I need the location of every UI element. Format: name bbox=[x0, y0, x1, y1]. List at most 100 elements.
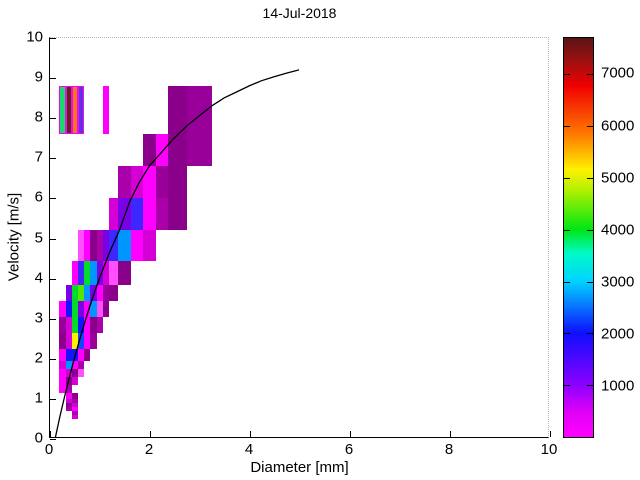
colorbar-tick-mark bbox=[587, 74, 593, 76]
heatmap-cell bbox=[143, 133, 156, 166]
y-tick-label: 9 bbox=[34, 68, 43, 86]
heatmap-cell bbox=[90, 301, 97, 318]
colorbar-tick-mark bbox=[564, 281, 570, 283]
plot-area bbox=[49, 37, 551, 440]
heatmap-cell bbox=[118, 165, 131, 198]
y-tick-label: 8 bbox=[34, 108, 43, 126]
heatmap-cell bbox=[65, 399, 72, 404]
heatmap-cell bbox=[59, 349, 66, 362]
heatmap-cell bbox=[102, 301, 110, 318]
heatmap-cell bbox=[77, 285, 85, 302]
y-tick-mark bbox=[50, 118, 56, 120]
colorbar-tick-label: 2000 bbox=[601, 325, 635, 343]
x-tick-label: 10 bbox=[540, 441, 558, 458]
y-tick-label: 10 bbox=[26, 28, 43, 46]
heatmap-cell bbox=[155, 197, 169, 230]
y-tick-mark bbox=[50, 398, 56, 400]
colorbar-tick-mark bbox=[564, 177, 570, 179]
heatmap-cell bbox=[65, 369, 72, 378]
y-tick-label: 4 bbox=[34, 269, 43, 287]
heatmap-cell bbox=[155, 165, 169, 198]
heatmap-cell bbox=[168, 133, 187, 166]
heatmap-cell bbox=[65, 403, 72, 408]
heatmap-cell bbox=[59, 317, 66, 334]
heatmap-cell bbox=[84, 261, 91, 286]
heatmap-cell bbox=[84, 349, 91, 362]
heatmap-cell bbox=[102, 285, 110, 302]
heatmap-cell bbox=[59, 369, 66, 378]
heatmap-cell bbox=[71, 285, 78, 302]
x-tick-label: 2 bbox=[144, 441, 154, 458]
colorbar-tick-mark bbox=[587, 229, 593, 231]
heatmap-cell bbox=[71, 301, 78, 318]
x-tick-mark bbox=[50, 431, 51, 437]
colorbar-tick-label: 3000 bbox=[601, 273, 635, 291]
colorbar-tick-mark bbox=[587, 281, 593, 283]
colorbar-tick-mark bbox=[587, 177, 593, 179]
heatmap-cell bbox=[143, 197, 156, 230]
heatmap-cell bbox=[90, 317, 97, 334]
heatmap-cell bbox=[59, 385, 66, 394]
heatmap-cell bbox=[77, 261, 85, 286]
heatmap-cell bbox=[90, 261, 97, 286]
colorbar-tick-label: 5000 bbox=[601, 169, 635, 187]
heatmap-cell bbox=[77, 333, 85, 350]
heatmap-cell bbox=[130, 229, 144, 262]
colorbar-tick-label: 6000 bbox=[601, 117, 635, 135]
heatmap-cell bbox=[130, 165, 144, 198]
heatmap-cell bbox=[77, 301, 85, 318]
heatmap-layer bbox=[50, 38, 548, 437]
heatmap-cell bbox=[71, 85, 78, 134]
y-tick-label: 5 bbox=[34, 229, 43, 246]
x-tick-label: 6 bbox=[344, 441, 354, 458]
heatmap-cell bbox=[155, 133, 169, 166]
heatmap-cell bbox=[65, 349, 72, 362]
heatmap-cell bbox=[96, 317, 103, 334]
heatmap-cell bbox=[71, 361, 78, 370]
heatmap-cell bbox=[118, 229, 131, 262]
colorbar-tick-mark bbox=[564, 229, 570, 231]
heatmap-cell bbox=[77, 349, 85, 362]
plot-title: 14-Jul-2018 bbox=[262, 5, 337, 21]
heatmap-cell bbox=[84, 285, 91, 302]
x-tick-mark bbox=[450, 431, 451, 437]
heatmap-cell bbox=[71, 261, 78, 286]
x-axis-label: Diameter [mm] bbox=[250, 459, 349, 476]
heatmap-cell bbox=[77, 85, 85, 134]
heatmap-cell bbox=[168, 197, 187, 230]
heatmap-cell bbox=[96, 301, 103, 318]
colorbar-tick-mark bbox=[564, 385, 570, 387]
heatmap-cell bbox=[59, 333, 66, 350]
heatmap-cell bbox=[96, 285, 103, 302]
heatmap-cell bbox=[77, 361, 85, 370]
colorbar-tick-label: 7000 bbox=[601, 64, 635, 82]
heatmap-cell bbox=[71, 369, 78, 378]
heatmap-cell bbox=[59, 301, 66, 318]
heatmap-cell bbox=[84, 301, 91, 318]
y-tick-mark bbox=[50, 78, 56, 80]
heatmap-cell bbox=[71, 415, 78, 420]
heatmap-cell bbox=[143, 229, 156, 262]
heatmap-cell bbox=[90, 333, 97, 350]
heatmap-cell bbox=[65, 385, 72, 394]
curve-layer bbox=[50, 38, 548, 437]
heatmap-cell bbox=[118, 261, 131, 286]
heatmap-cell bbox=[71, 411, 78, 416]
heatmap-cell bbox=[84, 229, 91, 262]
y-tick-mark bbox=[50, 318, 56, 320]
heatmap-cell bbox=[59, 85, 66, 134]
x-tick-label: 4 bbox=[244, 441, 254, 458]
colorbar-tick-label: 4000 bbox=[601, 221, 635, 239]
colorbar-tick-mark bbox=[564, 333, 570, 335]
heatmap-cell bbox=[168, 85, 187, 134]
heatmap-cell bbox=[84, 317, 91, 334]
y-tick-label: 1 bbox=[34, 389, 43, 407]
x-tick-mark bbox=[550, 431, 551, 437]
heatmap-cell bbox=[109, 261, 119, 286]
heatmap-cell bbox=[59, 377, 66, 386]
heatmap-cell bbox=[71, 317, 78, 334]
heatmap-cell bbox=[77, 317, 85, 334]
y-tick-label: 0 bbox=[34, 429, 43, 447]
y-tick-label: 2 bbox=[34, 349, 43, 367]
